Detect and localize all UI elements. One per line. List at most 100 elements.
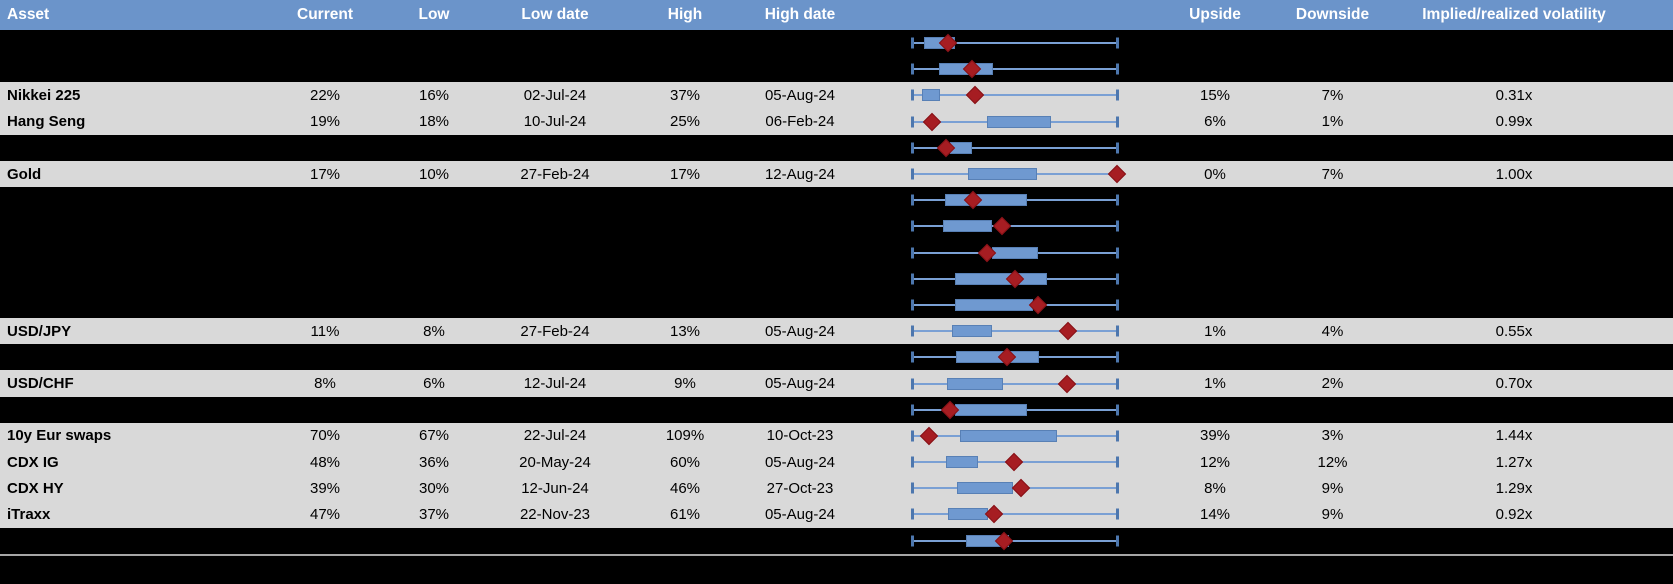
cell-spacer [1633, 266, 1673, 292]
cell-low-date: 22-Nov-23 [519, 505, 591, 523]
cell-asset [0, 397, 252, 423]
whisker-cap-left [911, 508, 914, 520]
cell-low [398, 344, 470, 370]
cell-downside [1270, 266, 1395, 292]
cell-asset [0, 528, 252, 554]
cell-downside: 1% [1321, 113, 1344, 131]
cell-upside: 12% [1199, 453, 1231, 471]
cell-upside: 0% [1204, 165, 1226, 183]
cell-low-date [470, 344, 640, 370]
whisker-cap-right [1116, 247, 1119, 259]
cell-boxplot [870, 187, 1160, 213]
cell-implied-realized [1395, 292, 1633, 318]
cell-upside: 1% [1204, 322, 1226, 340]
cell-spacer [1633, 423, 1673, 449]
cell-low-date [470, 240, 640, 266]
table-row [0, 527, 1673, 554]
cell-downside [1270, 397, 1395, 423]
table-row: 10y Eur swaps 70% 67% 22-Jul-24 109% 10-… [0, 422, 1673, 449]
range-box [948, 508, 988, 521]
table-row: USD/JPY 11% 8% 27-Feb-24 13% 05-Aug-24 1… [0, 318, 1673, 345]
whisker-cap-left [911, 63, 914, 75]
table-row [0, 239, 1673, 266]
whisker-cap-right [1116, 194, 1119, 206]
cell-low [398, 56, 470, 82]
whisker-cap-left [911, 535, 914, 547]
whisker-line [912, 68, 1118, 71]
cell-asset: 10y Eur swaps [7, 427, 112, 445]
column-header-current: Current [297, 6, 353, 23]
cell-implied-realized [1395, 187, 1633, 213]
cell-implied-realized [1395, 56, 1633, 82]
cell-upside [1160, 30, 1270, 56]
cell-asset: CDX HY [7, 479, 64, 497]
cell-current [252, 187, 398, 213]
cell-downside: 4% [1321, 322, 1344, 340]
whisker-cap-left [911, 142, 914, 154]
whisker-line [912, 539, 1118, 542]
cell-downside: 3% [1321, 427, 1344, 445]
cell-low: 36% [418, 453, 450, 471]
cell-current: 19% [309, 113, 341, 131]
current-marker-diamond [919, 426, 939, 446]
current-marker-diamond [1011, 479, 1031, 498]
cell-boxplot [870, 161, 1160, 187]
cell-high [640, 30, 730, 56]
whisker-cap-left [911, 456, 914, 468]
current-marker-diamond [1058, 321, 1077, 341]
whisker-cap-right [1116, 508, 1119, 520]
cell-downside: 9% [1321, 505, 1344, 523]
whisker-line [912, 94, 1118, 97]
table-row: CDX HY 39% 30% 12-Jun-24 46% 27-Oct-23 8… [0, 475, 1673, 502]
column-header-high: High [667, 6, 703, 23]
range-box [959, 429, 1057, 442]
cell-high [640, 344, 730, 370]
whisker-line [912, 330, 1118, 333]
column-header-implied-realized: Implied/realized volatility [1422, 6, 1606, 23]
current-marker-diamond [1107, 164, 1127, 184]
cell-spacer [1633, 109, 1673, 135]
cell-asset [0, 30, 252, 56]
cell-high: 61% [669, 505, 701, 523]
table-row [0, 134, 1673, 161]
cell-upside [1160, 397, 1270, 423]
cell-high-date: 06-Feb-24 [765, 113, 835, 131]
whisker-cap-right [1116, 37, 1119, 49]
cell-current: 8% [314, 375, 336, 393]
cell-high [640, 397, 730, 423]
cell-upside [1160, 56, 1270, 82]
cell-low-date [470, 135, 640, 161]
cell-boxplot [870, 528, 1160, 554]
cell-downside [1270, 56, 1395, 82]
cell-high-date [730, 135, 870, 161]
table-row [0, 30, 1673, 57]
cell-asset [0, 266, 252, 292]
cell-current [252, 344, 398, 370]
cell-high [640, 240, 730, 266]
cell-asset: Nikkei 225 [7, 86, 81, 104]
range-box [955, 298, 1033, 311]
cell-spacer [1633, 213, 1673, 239]
whisker-cap-left [911, 116, 914, 128]
cell-spacer [1633, 82, 1673, 108]
cell-low [398, 30, 470, 56]
cell-implied-realized: 1.00x [1495, 165, 1533, 183]
cell-implied-realized [1395, 266, 1633, 292]
cell-high-date [730, 30, 870, 56]
cell-downside: 7% [1321, 165, 1344, 183]
cell-low: 30% [418, 479, 450, 497]
whisker-cap-right [1116, 116, 1119, 128]
cell-low [398, 266, 470, 292]
column-header-spacer [1633, 0, 1673, 30]
cell-implied-realized: 0.31x [1495, 86, 1533, 104]
cell-asset [0, 213, 252, 239]
cell-current: 70% [309, 427, 341, 445]
whisker-line [912, 382, 1118, 385]
column-header-downside: Downside [1295, 6, 1370, 23]
whisker-cap-right [1116, 535, 1119, 547]
cell-current [252, 213, 398, 239]
cell-upside: 15% [1199, 86, 1231, 104]
table-header-row: Asset Current Low Low date High High dat… [0, 0, 1673, 30]
cell-boxplot [870, 135, 1160, 161]
divider-line [0, 553, 1673, 556]
